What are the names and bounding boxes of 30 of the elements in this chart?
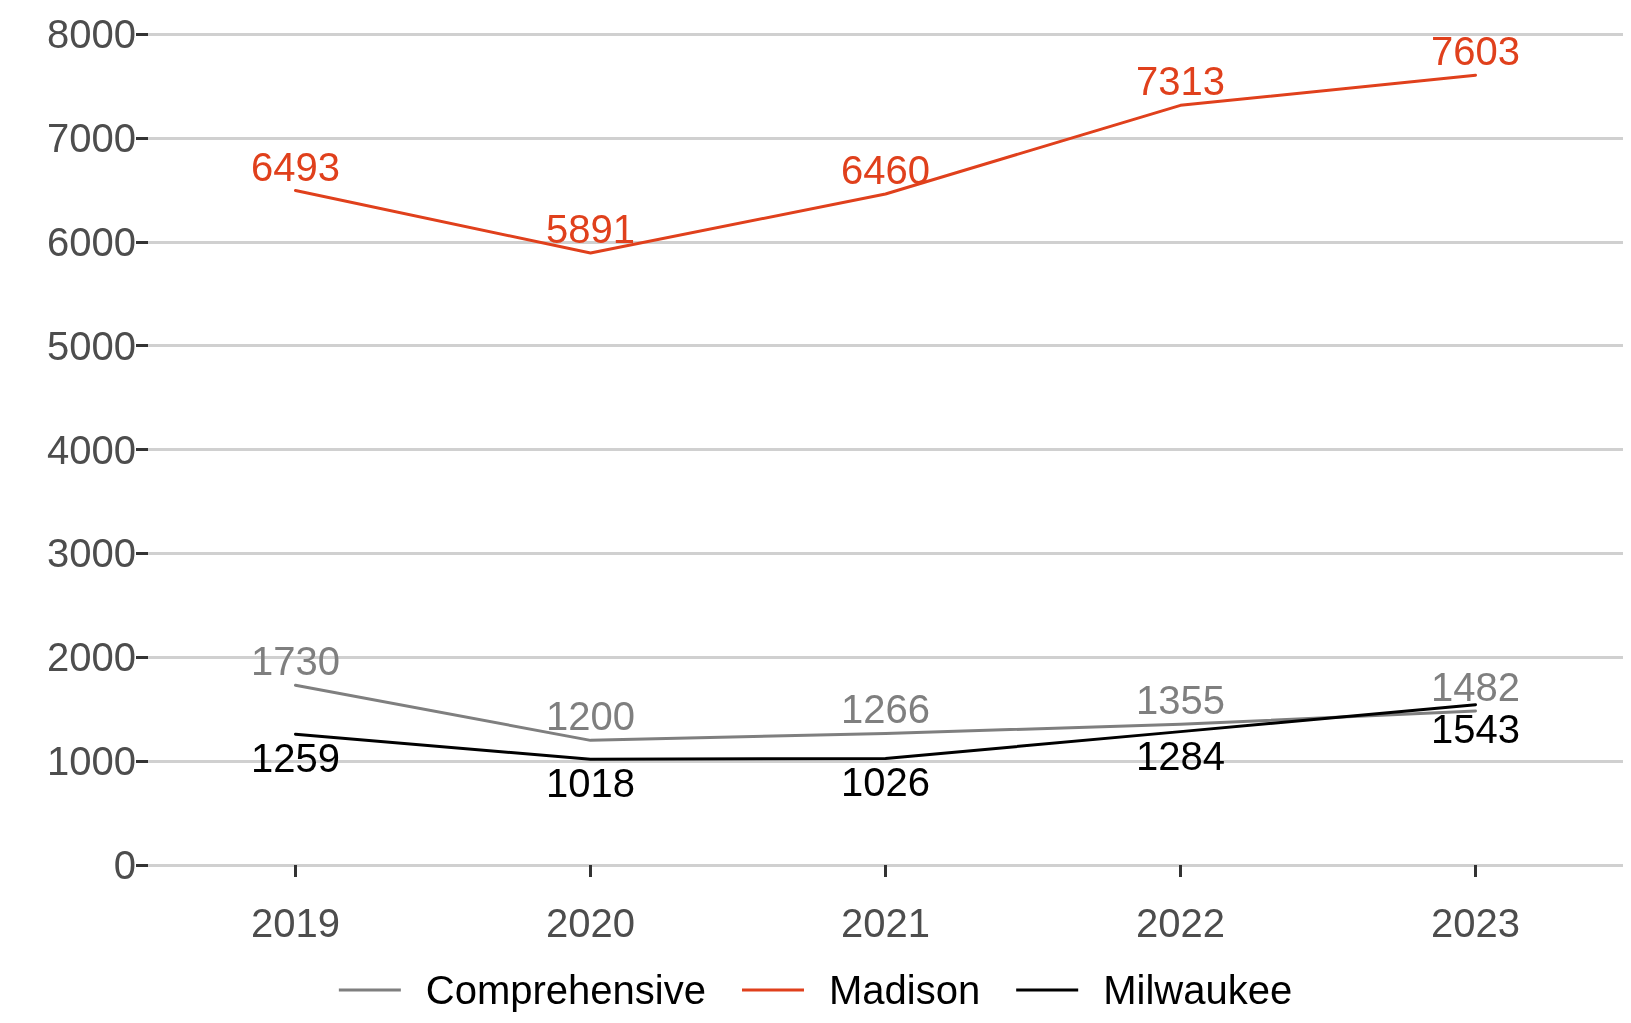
y-tick-label: 4000	[47, 427, 136, 472]
data-label: 1284	[1136, 733, 1225, 778]
legend-label: Comprehensive	[425, 968, 706, 1012]
x-tick-label: 2023	[1431, 901, 1520, 945]
y-tick-label: 6000	[47, 219, 136, 264]
data-label: 1266	[841, 687, 930, 732]
data-label: 5891	[546, 207, 635, 252]
y-tick-label: 1000	[47, 739, 136, 784]
x-tick-label: 2021	[841, 901, 930, 945]
data-label: 1018	[546, 761, 635, 806]
y-tick-label: 3000	[47, 531, 136, 576]
data-label: 1355	[1136, 678, 1225, 723]
data-label: 1200	[546, 694, 635, 739]
data-label: 6460	[841, 147, 930, 192]
y-tick-label: 2000	[47, 635, 136, 680]
data-label: 6493	[251, 144, 340, 189]
data-label: 1730	[251, 639, 340, 684]
data-label: 7603	[1431, 29, 1520, 74]
x-tick-label: 2019	[251, 901, 340, 945]
data-label: 1259	[251, 736, 340, 781]
y-tick-label: 5000	[47, 323, 136, 368]
y-tick-label: 0	[113, 843, 136, 887]
y-tick-label: 7000	[47, 115, 136, 160]
x-tick-label: 2020	[546, 901, 635, 945]
y-tick-label: 8000	[47, 12, 136, 56]
x-tick-label: 2022	[1136, 901, 1225, 945]
data-label: 7313	[1136, 59, 1225, 104]
data-label: 1026	[841, 760, 930, 805]
legend-label: Milwaukee	[1103, 968, 1293, 1012]
legend-label: Madison	[828, 968, 981, 1012]
